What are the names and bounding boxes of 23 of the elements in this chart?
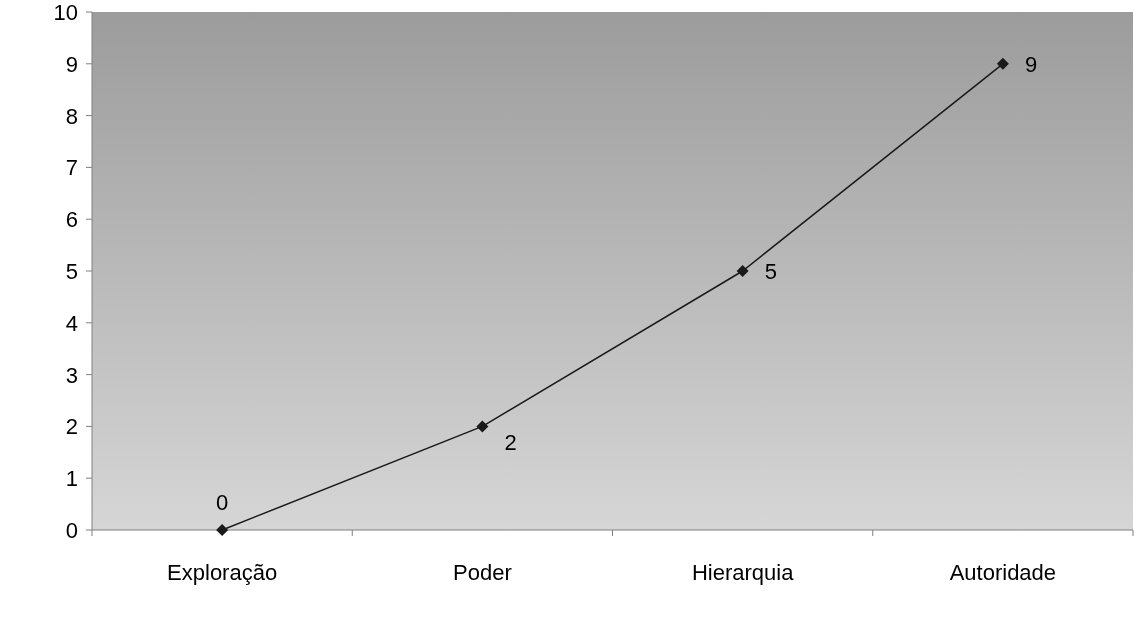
- y-tick-label: 6: [65, 207, 78, 233]
- y-tick-label: 9: [65, 51, 78, 77]
- data-label: 0: [216, 490, 229, 515]
- x-tick-label: Poder: [453, 560, 512, 585]
- x-tick-label: Exploração: [167, 560, 278, 585]
- y-tick-label: 0: [65, 518, 78, 543]
- point: [996, 57, 1009, 70]
- point: [736, 265, 749, 277]
- y-tick-label: 8: [65, 103, 78, 129]
- data-label: 5: [764, 259, 777, 284]
- y-tick-label: 10: [53, 0, 78, 25]
- y-tick-label: 1: [65, 466, 78, 492]
- point: [476, 420, 489, 433]
- y-tick-label: 3: [65, 362, 78, 388]
- x-tick-label: Autoridade: [949, 560, 1057, 585]
- y-tick-label: 5: [65, 259, 78, 284]
- y-tick-label: 4: [65, 310, 78, 336]
- data-label: 9: [1024, 51, 1038, 77]
- data-label: 2: [504, 430, 517, 456]
- point: [216, 524, 229, 536]
- x-tick-label: Hierarquia: [691, 560, 795, 585]
- y-tick-label: 7: [65, 155, 78, 181]
- y-tick-label: 2: [65, 414, 78, 440]
